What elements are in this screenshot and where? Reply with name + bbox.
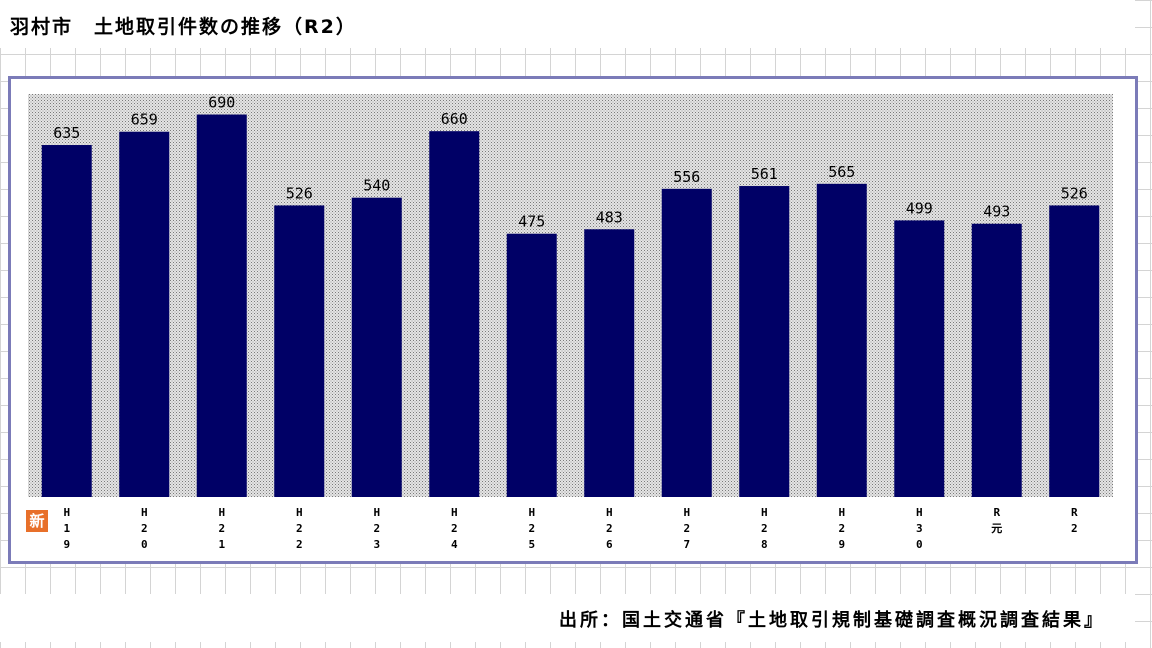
tick-label-part: 9 [63, 538, 70, 551]
tick-label-part: 1 [63, 522, 70, 535]
value-label-H25: 475 [518, 213, 545, 231]
tick-label-H29: H 2 9 [838, 506, 845, 551]
tick-label-part: 0 [141, 538, 148, 551]
value-labels: 635 659 690 526 540 660 475 483 556 561 565 499 493 5… [53, 94, 1088, 231]
tick-label-part: 元 [991, 522, 1002, 535]
chart-title: 羽村市 土地取引件数の推移（R2） [10, 16, 357, 38]
value-label-H27: 556 [673, 168, 700, 186]
bar-H21[interactable] [196, 114, 247, 498]
tick-label-H25: H 2 5 [528, 506, 535, 551]
tick-label-part: 2 [1071, 522, 1078, 535]
value-label-H21: 690 [208, 94, 235, 112]
tick-label-H30: H 3 0 [916, 506, 923, 551]
bar-R2[interactable] [1049, 205, 1100, 497]
plot-area [28, 94, 1113, 497]
tick-label-part: 0 [916, 538, 923, 551]
tick-label-H21: H 2 1 [218, 506, 225, 551]
tick-label-part: 3 [373, 538, 380, 551]
bar-H25[interactable] [506, 233, 557, 497]
tick-label-H26: H 2 6 [606, 506, 613, 551]
tick-label-part: 7 [683, 538, 690, 551]
tick-label-part: 2 [218, 522, 225, 535]
tick-label-H28: H 2 8 [761, 506, 768, 551]
value-label-H22: 526 [286, 184, 313, 202]
value-label-H20: 659 [131, 111, 158, 129]
tick-label-part: R [993, 506, 1000, 519]
value-label-H30: 499 [906, 199, 933, 217]
bar-H20[interactable] [119, 131, 170, 497]
tick-label-part: H [296, 506, 303, 519]
source-row: 出所：国土交通省『土地取引規制基礎調査概況調査結果』 [0, 594, 1135, 642]
tick-label-part: 2 [761, 522, 768, 535]
tick-label-part: 5 [528, 538, 535, 551]
bar-H28[interactable] [739, 186, 790, 497]
bar-H26[interactable] [584, 229, 635, 497]
tick-label-part: H [606, 506, 613, 519]
tick-label-part: R [1071, 506, 1078, 519]
tick-label-part: 2 [838, 522, 845, 535]
bar-H23[interactable] [351, 197, 402, 497]
value-label-H28: 561 [751, 165, 778, 183]
bar-H24[interactable] [429, 131, 480, 497]
tick-label-H27: H 2 7 [683, 506, 690, 551]
value-label-H19: 635 [53, 124, 80, 142]
bar-H30[interactable] [894, 220, 945, 497]
value-label-R元: 493 [983, 203, 1010, 221]
tick-label-part: 6 [606, 538, 613, 551]
value-label-H26: 483 [596, 208, 623, 226]
tick-label-H22: H 2 2 [296, 506, 303, 551]
title-row: 羽村市 土地取引件数の推移（R2） [0, 0, 1135, 48]
bar-H27[interactable] [661, 188, 712, 497]
tick-label-part: H [141, 506, 148, 519]
bar-H19[interactable] [41, 145, 92, 497]
bar-H29[interactable] [816, 183, 867, 497]
tick-label-H23: H 2 3 [373, 506, 380, 551]
tick-label-part: 3 [916, 522, 923, 535]
tick-label-part: H [838, 506, 845, 519]
tick-label-part: H [528, 506, 535, 519]
tick-label-part: H [218, 506, 225, 519]
tick-label-H20: H 2 0 [141, 506, 148, 551]
bar-H22[interactable] [274, 205, 325, 497]
chart-frame[interactable]: 635 659 690 526 540 660 475 483 556 561 565 499 493 5… [8, 76, 1138, 564]
tick-label-part: 2 [606, 522, 613, 535]
tick-label-part: 2 [296, 538, 303, 551]
tick-label-part: H [683, 506, 690, 519]
bars-group [41, 114, 1100, 498]
tick-label-part: 2 [141, 522, 148, 535]
tick-label-part: H [373, 506, 380, 519]
new-badge: 新 [26, 510, 48, 532]
value-label-H24: 660 [441, 110, 468, 128]
value-label-H23: 540 [363, 177, 390, 195]
tick-label-part: H [63, 506, 70, 519]
tick-label-part: 9 [838, 538, 845, 551]
tick-label-H19: H 1 9 [63, 506, 70, 551]
tick-label-part: 2 [296, 522, 303, 535]
tick-label-part: 2 [683, 522, 690, 535]
tick-label-part: 2 [451, 522, 458, 535]
tick-label-part: 2 [373, 522, 380, 535]
tick-label-part: 2 [528, 522, 535, 535]
tick-label-part: H [916, 506, 923, 519]
tick-label-R元: R元 [991, 506, 1002, 535]
tick-label-H24: H 2 4 [451, 506, 458, 551]
tick-label-R2: R2 [1071, 506, 1078, 535]
tick-label-part: 4 [451, 538, 458, 551]
bar-R元[interactable] [971, 223, 1022, 498]
value-label-R2: 526 [1061, 184, 1088, 202]
tick-label-part: 1 [218, 538, 225, 551]
source-note: 出所：国土交通省『土地取引規制基礎調査概況調査結果』 [559, 610, 1105, 631]
tick-label-part: H [451, 506, 458, 519]
tick-label-part: 8 [761, 538, 768, 551]
tick-label-part: H [761, 506, 768, 519]
value-label-H29: 565 [828, 163, 855, 181]
